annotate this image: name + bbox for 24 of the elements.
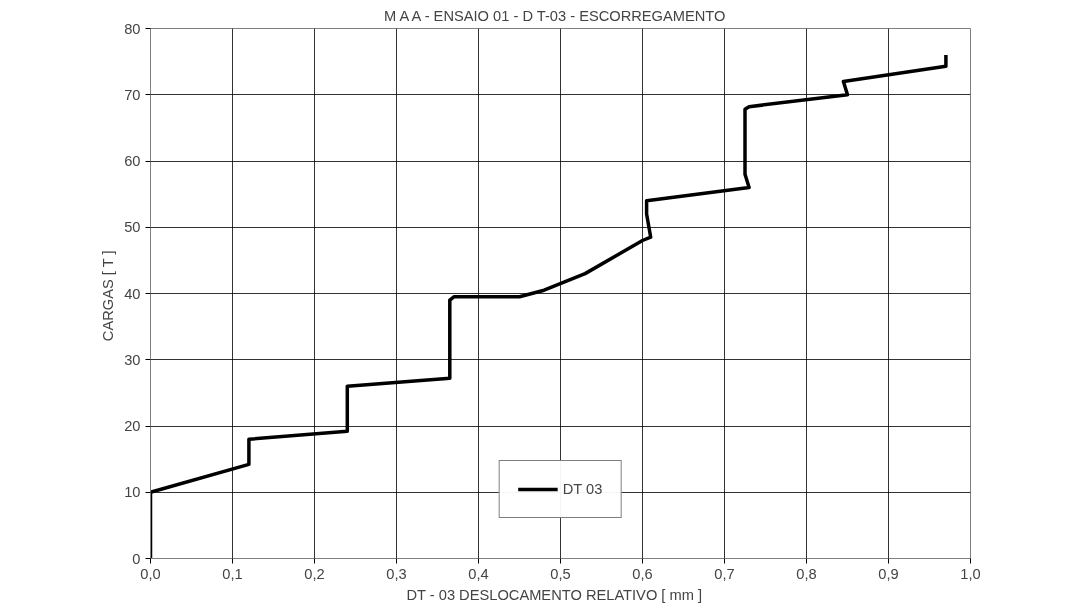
x-tick-label: 0,5 [550, 565, 571, 582]
x-tick-label: 0,7 [714, 565, 735, 582]
x-tick-label: 0,2 [304, 565, 325, 582]
x-tick-label: 0,6 [632, 565, 653, 582]
x-axis-title: DT - 03 DESLOCAMENTO RELATIVO [ mm ] [406, 586, 703, 603]
x-tick-label: 1,0 [960, 565, 981, 582]
y-tick-label: 20 [124, 418, 141, 434]
x-tick-label: 0,9 [878, 565, 899, 582]
y-tick-label: 30 [124, 351, 141, 368]
legend-label: DT 03 [562, 481, 603, 497]
y-tick-label: 50 [124, 219, 141, 236]
x-tick-label: 0,4 [468, 565, 489, 582]
x-tick-label: 0,1 [222, 565, 243, 582]
y-axis-title: CARGAS [ T ] [100, 250, 117, 342]
y-tick-label: 70 [124, 86, 141, 103]
y-tick-label: 60 [124, 153, 141, 169]
y-tick-label: 80 [124, 20, 141, 37]
y-tick-label: 40 [124, 285, 141, 302]
x-tick-label: 0,3 [386, 565, 407, 582]
x-tick-label: 0,0 [140, 565, 161, 582]
y-tick-label: 0 [132, 550, 141, 567]
chart-title: M A A - ENSAIO 01 - D T-03 - ESCORREGAMENTO [383, 7, 726, 24]
x-tick-label: 0,8 [796, 565, 817, 582]
y-tick-label: 10 [124, 484, 141, 501]
